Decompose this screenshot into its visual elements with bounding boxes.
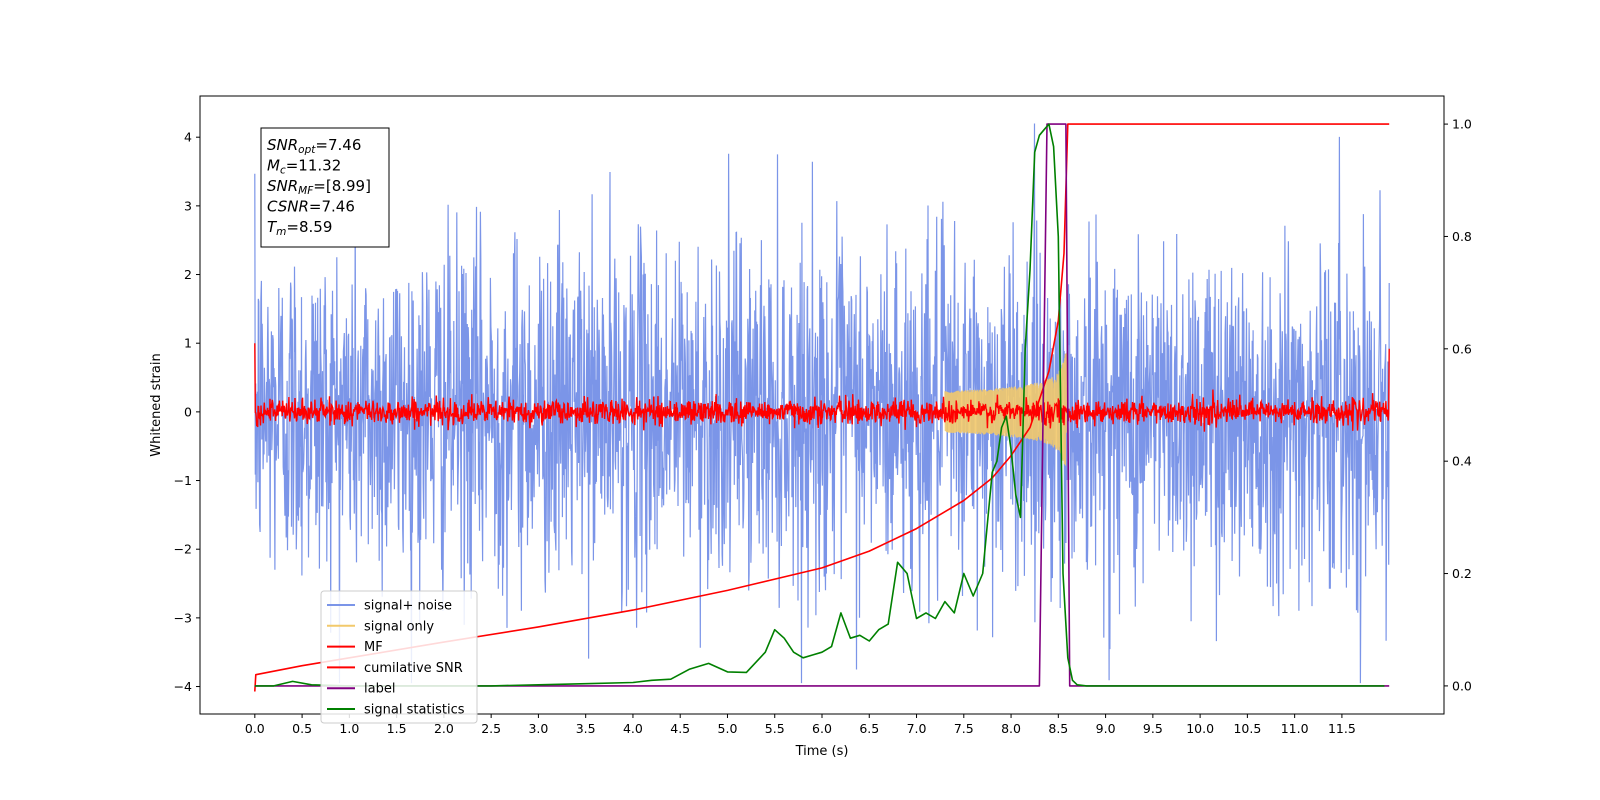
x-tick-label: 0.5 bbox=[292, 721, 312, 736]
x-tick-label: 0.0 bbox=[245, 721, 265, 736]
annotation-line: CSNR=7.46 bbox=[267, 198, 355, 216]
x-tick-label: 4.5 bbox=[670, 721, 690, 736]
series-signal-statistics bbox=[254, 123, 1385, 687]
x-tick-label: 5.5 bbox=[765, 721, 785, 736]
y2-tick-label: 0.0 bbox=[1452, 678, 1472, 693]
x-tick-label: 3.0 bbox=[528, 721, 548, 736]
x-tick-label: 1.5 bbox=[387, 721, 407, 736]
x-tick-label: 2.0 bbox=[434, 721, 454, 736]
x-tick-label: 2.5 bbox=[481, 721, 501, 736]
annotation-line: SNRMF=[8.99] bbox=[267, 177, 371, 197]
legend-label: cumilative SNR bbox=[364, 661, 463, 676]
series-mf bbox=[254, 343, 1390, 432]
legend-frame bbox=[320, 590, 478, 724]
series-signal-only bbox=[944, 352, 1068, 466]
annotation-line: Mc=11.32 bbox=[267, 157, 341, 177]
x-tick-label: 7.5 bbox=[954, 721, 974, 736]
y-tick-label: 3 bbox=[184, 198, 192, 213]
x-axis: 0.0 0.5 1.0 1.5 2.0 2.5 3.0 3.5 4.0 4.5 5.0 5.5 6.0 6… bbox=[245, 714, 1356, 736]
y2-tick-label: 0.8 bbox=[1452, 229, 1472, 244]
y-tick-label: −2 bbox=[174, 542, 192, 557]
legend-label: signal statistics bbox=[364, 703, 465, 718]
y-tick-label: 2 bbox=[184, 267, 192, 282]
y-tick-label: −3 bbox=[174, 610, 192, 625]
x-tick-label: 11.0 bbox=[1281, 721, 1309, 736]
x-tick-label: 9.5 bbox=[1143, 721, 1163, 736]
y-tick-label: 4 bbox=[184, 130, 192, 145]
x-tick-label: 4.0 bbox=[623, 721, 643, 736]
y-tick-label: 0 bbox=[184, 404, 192, 419]
y-axis-right: 1.0 0.8 0.6 0.4 0.2 0.0 bbox=[1444, 117, 1472, 693]
y2-tick-label: 1.0 bbox=[1452, 117, 1472, 132]
x-tick-label: 5.0 bbox=[718, 721, 738, 736]
annotation-box: SNRopt=7.46Mc=11.32SNRMF=[8.99]CSNR=7.46… bbox=[260, 127, 390, 248]
x-tick-label: 9.0 bbox=[1096, 721, 1116, 736]
legend-label: signal only bbox=[364, 619, 434, 634]
x-tick-label: 11.5 bbox=[1328, 721, 1356, 736]
x-tick-label: 8.5 bbox=[1048, 721, 1068, 736]
x-tick-label: 6.5 bbox=[859, 721, 879, 736]
y2-tick-label: 0.2 bbox=[1452, 566, 1472, 581]
legend-label: signal+ noise bbox=[364, 599, 452, 614]
annotation-line: Tm=8.59 bbox=[267, 218, 332, 238]
x-tick-label: 8.0 bbox=[1001, 721, 1021, 736]
y-axis-label: Whitened strain bbox=[149, 353, 164, 456]
legend: signal+ noise signal only MF cumilative SNR… bbox=[320, 590, 478, 724]
y-axis-left: 4 3 2 1 0 −1 −2 −3 −4 bbox=[174, 130, 200, 694]
y-tick-label: −4 bbox=[174, 679, 192, 694]
series-signal-noise bbox=[254, 123, 1390, 684]
y-tick-label: −1 bbox=[174, 473, 192, 488]
x-tick-label: 3.5 bbox=[576, 721, 596, 736]
x-tick-label: 1.0 bbox=[339, 721, 359, 736]
annotation-line: SNRopt=7.46 bbox=[267, 136, 361, 156]
y-tick-label: 1 bbox=[184, 336, 192, 351]
x-axis-label: Time (s) bbox=[795, 744, 849, 759]
annotation-frame bbox=[260, 127, 390, 248]
legend-label: label bbox=[364, 682, 395, 697]
y2-tick-label: 0.6 bbox=[1452, 341, 1472, 356]
legend-label: MF bbox=[364, 640, 383, 655]
y2-tick-label: 0.4 bbox=[1452, 454, 1472, 469]
x-tick-label: 7.0 bbox=[907, 721, 927, 736]
x-tick-label: 10.0 bbox=[1186, 721, 1214, 736]
x-tick-label: 6.0 bbox=[812, 721, 832, 736]
x-tick-label: 10.5 bbox=[1233, 721, 1261, 736]
